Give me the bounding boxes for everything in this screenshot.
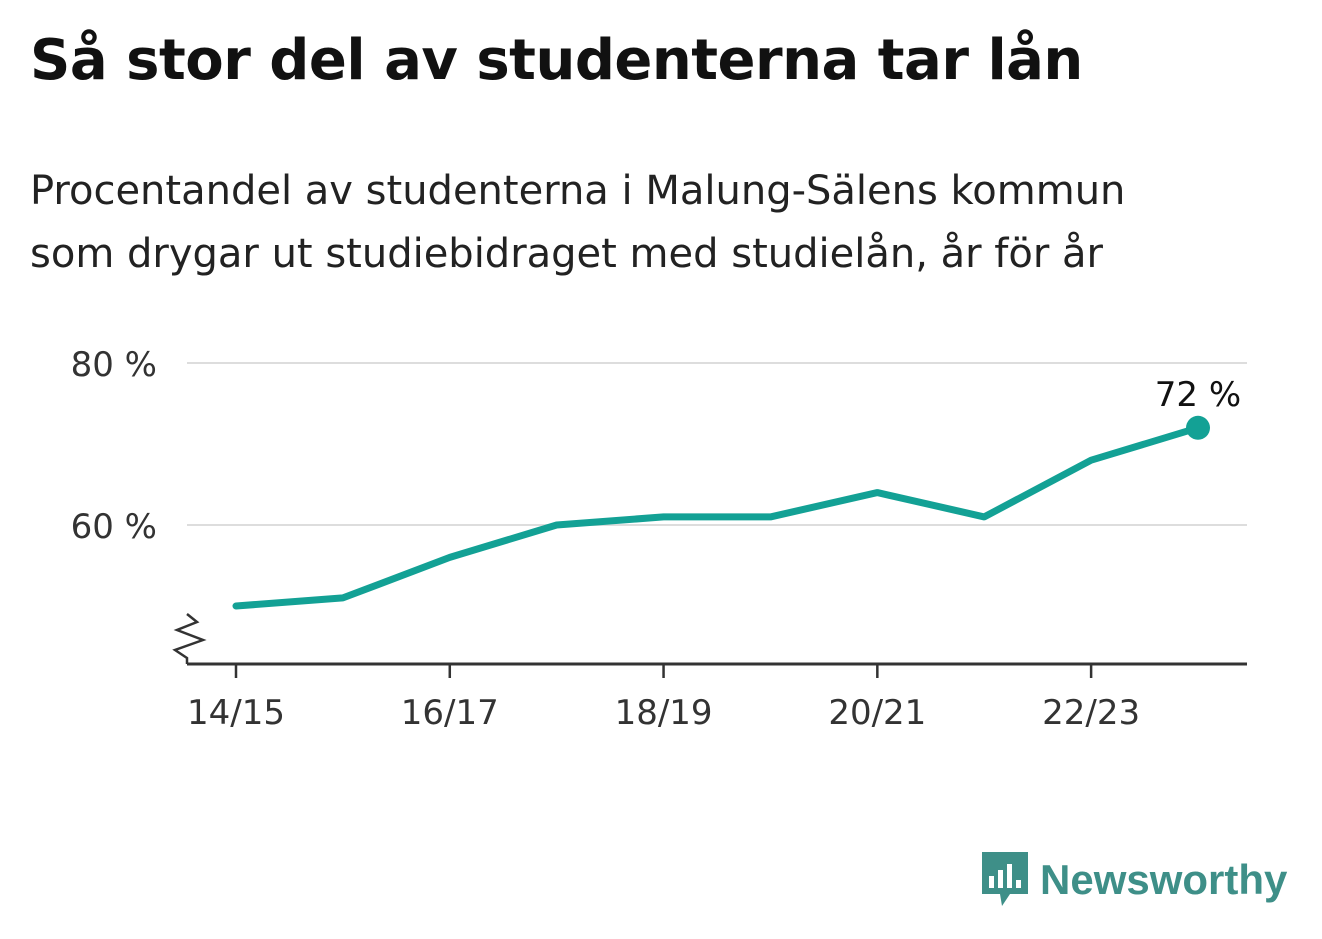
newsworthy-logo-text: Newsworthy [1040,856,1288,903]
x-tick-label: 20/21 [828,693,926,733]
x-tick-label: 22/23 [1042,693,1140,733]
end-point-marker [1186,415,1210,440]
chart-subtitle: Procentandel av studenterna i Malung-Säl… [30,160,1280,286]
newsworthy-logo-icon [982,852,1028,906]
x-tick-label: 16/17 [401,693,499,733]
y-tick-label: 60 % [71,507,157,547]
series-line [232,424,1202,610]
newsworthy-logo: Newsworthy [980,850,1287,910]
subtitle-line-2: som drygar ut studiebidraget med studiel… [30,231,1103,277]
subtitle-line-1: Procentandel av studenterna i Malung-Säl… [30,168,1126,214]
axis-break-icon [172,613,207,664]
x-tick-label: 14/15 [187,693,285,733]
end-value-label: 72 % [1155,375,1241,415]
x-tick-label: 18/19 [615,693,713,733]
chart-title: Så stor del av studenterna tar lån [30,28,1083,93]
y-tick-label: 80 % [71,345,157,385]
